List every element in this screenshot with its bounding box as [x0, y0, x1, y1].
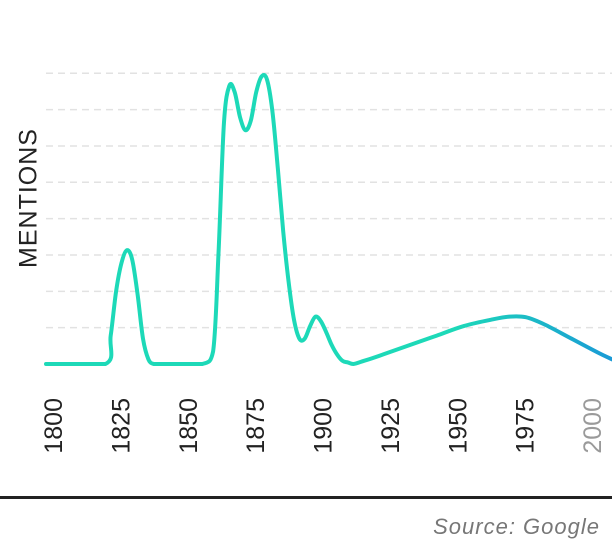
- x-tick-label: 1875: [242, 398, 270, 454]
- source-note: Source: Google: [433, 514, 600, 539]
- x-tick-label: 1850: [175, 398, 203, 454]
- gridlines: [46, 72, 612, 329]
- x-tick-label: 1825: [107, 398, 135, 454]
- mentions-line: [44, 72, 612, 367]
- x-tick-label: 1950: [444, 398, 472, 454]
- x-tick-label: 1800: [40, 398, 68, 454]
- x-axis-ticks: 1800 1825 1850 1875 1900 1925 1950 1975 2000: [40, 398, 607, 454]
- x-tick-label: 2000: [579, 398, 607, 454]
- bottom-rule: [0, 496, 612, 499]
- x-tick-label: 1975: [512, 398, 540, 454]
- x-tick-label: 1900: [310, 398, 338, 454]
- x-tick-label: 1925: [377, 398, 405, 454]
- y-axis-label: MENTIONS: [15, 128, 43, 268]
